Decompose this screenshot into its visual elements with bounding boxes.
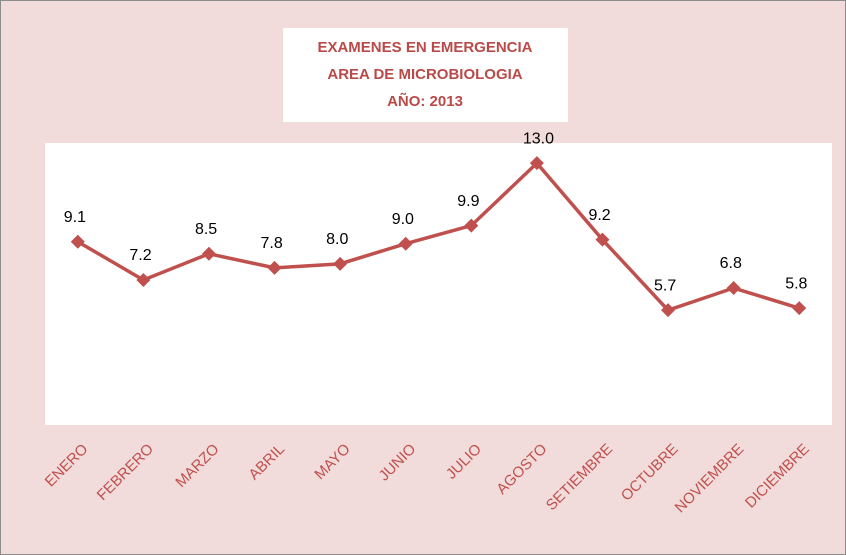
data-label: 7.8 (261, 235, 283, 252)
chart-title: AREA DE MICROBIOLOGIA (327, 66, 522, 83)
marker (136, 272, 151, 287)
marker (267, 260, 282, 275)
marker (464, 218, 479, 233)
data-label: 6.8 (720, 255, 742, 272)
data-label: 13.0 (523, 130, 554, 147)
plot-area (45, 143, 832, 425)
marker (726, 281, 741, 296)
title-box (283, 28, 568, 122)
data-label: 9.2 (588, 207, 610, 224)
data-label: 9.9 (457, 193, 479, 210)
marker (792, 301, 807, 316)
chart-title: EXAMENES EN EMERGENCIA (317, 39, 532, 56)
marker (201, 246, 216, 261)
data-label: 5.7 (654, 277, 676, 294)
data-label: 8.5 (195, 221, 217, 238)
data-label: 8.0 (326, 231, 348, 248)
marker (529, 156, 544, 171)
marker (333, 256, 348, 271)
data-label: 5.8 (785, 275, 807, 292)
marker (70, 234, 85, 249)
marker (398, 236, 413, 251)
line (76, 160, 800, 313)
marker (595, 232, 610, 247)
data-label: 7.2 (129, 247, 151, 264)
data-label: 9.1 (64, 209, 86, 226)
chart-title: AÑO: 2013 (387, 92, 463, 110)
data-label: 9.0 (392, 211, 414, 228)
marker (661, 303, 676, 318)
